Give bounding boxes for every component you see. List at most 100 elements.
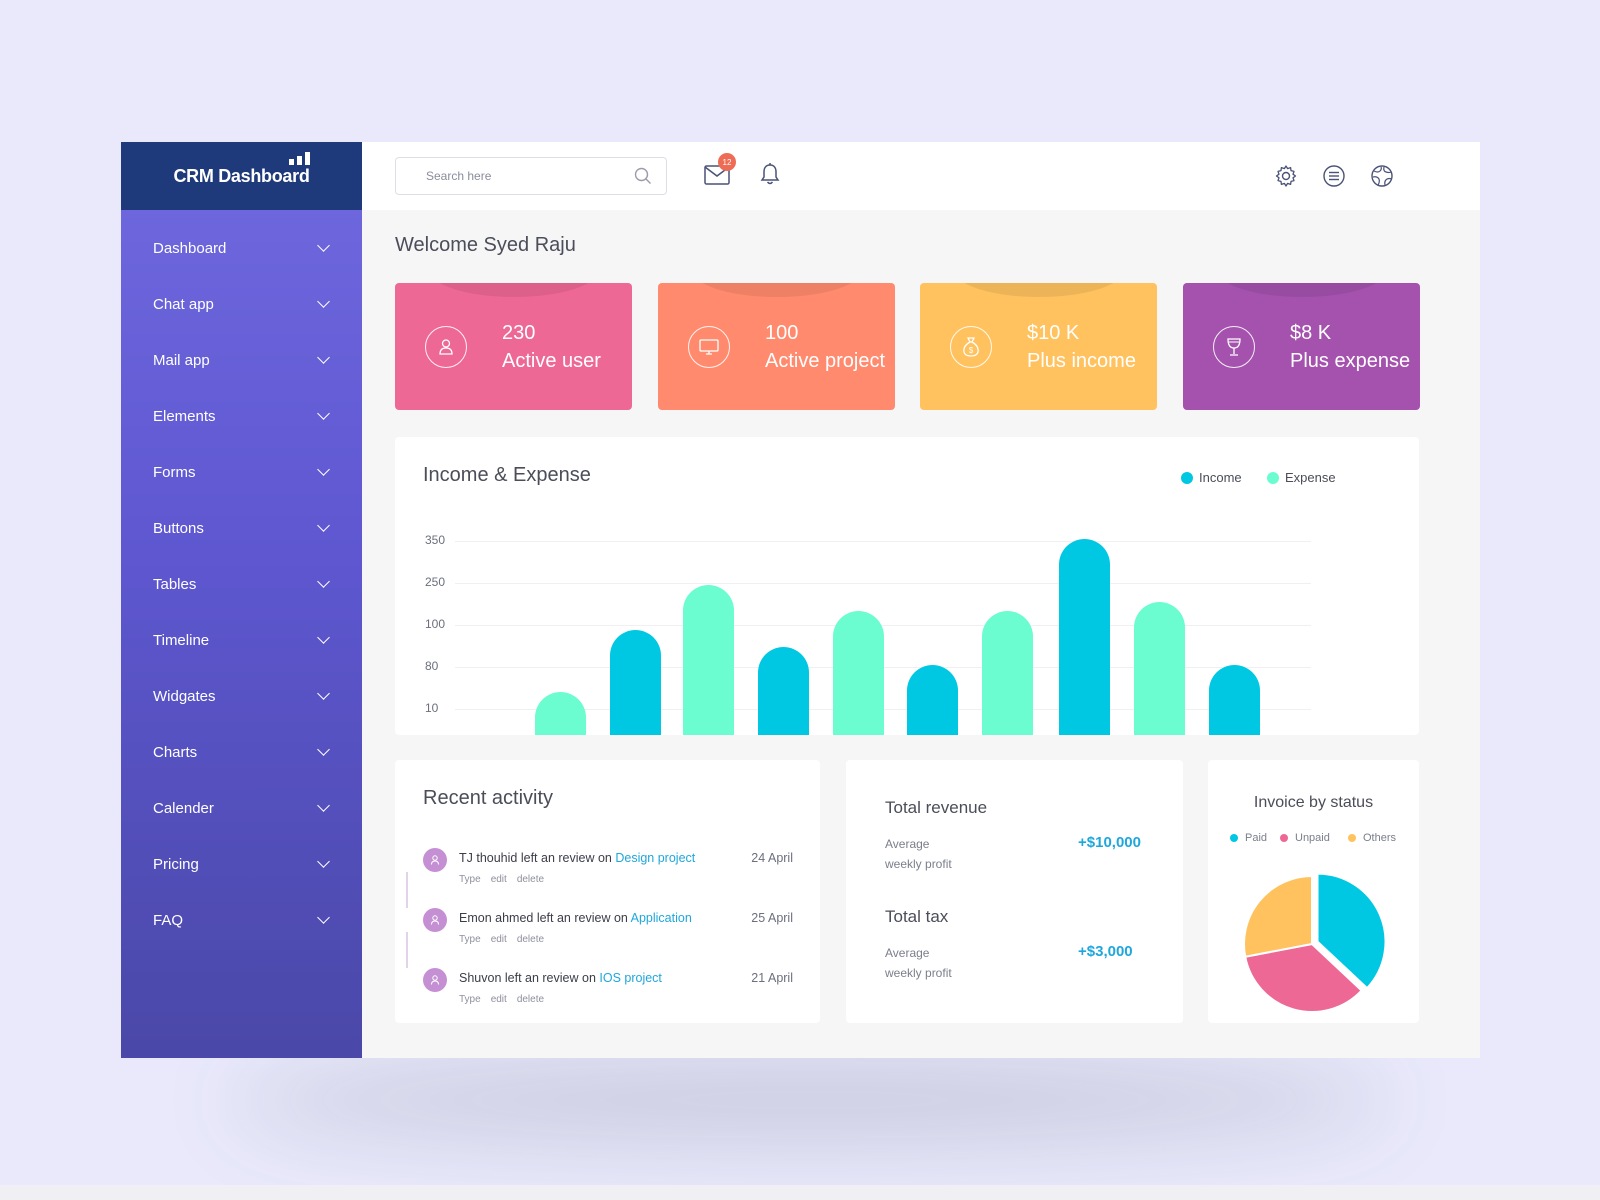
- mail-button[interactable]: 12: [704, 153, 736, 190]
- delete-action[interactable]: delete: [516, 934, 545, 945]
- activity-link[interactable]: Application: [630, 911, 692, 925]
- sidebar-item-label: Charts: [153, 743, 198, 761]
- edit-action[interactable]: edit: [490, 874, 507, 885]
- activity-message: Emon ahmed left an review on Application: [459, 911, 692, 925]
- total-revenue-sub: Average weekly profit: [885, 834, 952, 874]
- sidebar-nav: Dashboard Chat app Mail app Elements For…: [121, 210, 362, 948]
- sidebar-item-tables[interactable]: Tables: [121, 556, 362, 612]
- total-revenue-sub-line: weekly profit: [885, 857, 952, 871]
- pie-slice-others[interactable]: [1243, 874, 1313, 958]
- search-icon[interactable]: [634, 167, 652, 185]
- bell-icon: [760, 163, 780, 185]
- backdrop-strip: [0, 1185, 1600, 1200]
- notifications-button[interactable]: [760, 162, 780, 191]
- total-tax-label: Total tax: [885, 907, 949, 926]
- sidebar-item-label: Dashboard: [153, 239, 227, 257]
- sidebar-item-chat-app[interactable]: Chat app: [121, 276, 362, 332]
- pie-slice-paid[interactable]: [1316, 872, 1387, 990]
- sidebar-item-timeline[interactable]: Timeline: [121, 612, 362, 668]
- bar-expense[interactable]: [833, 611, 884, 735]
- invoice-pie-chart: [1243, 872, 1387, 1013]
- legend-others: Others: [1348, 832, 1396, 844]
- activity-text: Emon ahmed left an review on: [459, 911, 631, 925]
- revenue-panel: Total revenue Average weekly profit +$10…: [846, 760, 1183, 1023]
- type-action[interactable]: Type: [459, 934, 481, 945]
- stat-value: 100: [765, 321, 799, 344]
- crm-window: CRM Dashboard Dashboard Chat app Mail ap…: [121, 142, 1480, 1058]
- sidebar-item-forms[interactable]: Forms: [121, 444, 362, 500]
- type-action[interactable]: Type: [459, 994, 481, 1005]
- stat-card-active-user[interactable]: 230 Active user: [395, 283, 632, 410]
- globe-icon: [1371, 165, 1393, 187]
- sidebar-item-label: Chat app: [153, 295, 214, 313]
- delete-action[interactable]: delete: [516, 994, 545, 1005]
- legend-income: Income: [1181, 470, 1242, 485]
- sidebar-item-widgates[interactable]: Widgates: [121, 668, 362, 724]
- chevron-down-icon: [317, 575, 330, 588]
- language-button[interactable]: [1370, 164, 1394, 193]
- activity-actions: Type edit delete: [459, 994, 554, 1005]
- sidebar-item-dashboard[interactable]: Dashboard: [121, 220, 362, 276]
- type-action[interactable]: Type: [459, 874, 481, 885]
- avatar-icon: [423, 968, 447, 992]
- stat-card-plus-expense[interactable]: $8 K Plus expense: [1183, 283, 1420, 410]
- brand: CRM Dashboard: [121, 142, 362, 210]
- activity-text: TJ thouhid left an review on: [459, 851, 616, 865]
- delete-action[interactable]: delete: [516, 874, 545, 885]
- gear-icon: [1275, 165, 1297, 187]
- y-tick-label: 100: [425, 617, 446, 631]
- settings-button[interactable]: [1274, 164, 1298, 193]
- edit-action[interactable]: edit: [490, 994, 507, 1005]
- topbar: 12: [362, 142, 1480, 210]
- bar-expense[interactable]: [535, 692, 586, 735]
- menu-button[interactable]: [1322, 164, 1346, 193]
- bar-expense[interactable]: [982, 611, 1033, 735]
- main-content: 12: [362, 142, 1480, 1058]
- search-input[interactable]: [426, 169, 616, 183]
- bar-income[interactable]: [610, 630, 661, 735]
- invoice-panel: Invoice by status Paid Unpaid Others: [1208, 760, 1419, 1023]
- sidebar-item-charts[interactable]: Charts: [121, 724, 362, 780]
- stat-card-plus-income[interactable]: $ $10 K Plus income: [920, 283, 1157, 410]
- sidebar-item-label: Mail app: [153, 351, 210, 369]
- mail-badge: 12: [718, 153, 736, 171]
- gridline: [455, 625, 1311, 626]
- legend-label-others: Others: [1363, 832, 1397, 844]
- sidebar-item-label: FAQ: [153, 911, 184, 929]
- activity-link[interactable]: IOS project: [599, 971, 662, 985]
- sidebar-item-label: Tables: [153, 575, 197, 593]
- sidebar: CRM Dashboard Dashboard Chat app Mail ap…: [121, 142, 362, 1058]
- sidebar-item-faq[interactable]: FAQ: [121, 892, 362, 948]
- stat-card-active-project[interactable]: 100 Active project: [658, 283, 895, 410]
- sidebar-item-mail-app[interactable]: Mail app: [121, 332, 362, 388]
- sidebar-item-label: Forms: [153, 463, 196, 481]
- brand-title: CRM Dashboard: [173, 165, 310, 186]
- stat-label: Plus income: [1027, 349, 1136, 372]
- sidebar-item-pricing[interactable]: Pricing: [121, 836, 362, 892]
- pie-slice-unpaid[interactable]: [1244, 942, 1363, 1013]
- user-icon: [425, 325, 467, 368]
- bar-income[interactable]: [907, 665, 958, 735]
- sidebar-item-elements[interactable]: Elements: [121, 388, 362, 444]
- stat-text: $8 K Plus expense: [1290, 319, 1410, 375]
- bar-income[interactable]: [758, 647, 809, 735]
- y-tick-label: 80: [425, 659, 439, 673]
- timeline-line: [406, 872, 408, 908]
- activity-actions: Type edit delete: [459, 874, 554, 885]
- bar-income[interactable]: [1209, 665, 1260, 735]
- activity-link[interactable]: Design project: [615, 851, 696, 865]
- activity-date: 25 April: [751, 911, 793, 925]
- edit-action[interactable]: edit: [490, 934, 507, 945]
- sidebar-item-buttons[interactable]: Buttons: [121, 500, 362, 556]
- recent-activity-panel: Recent activity TJ thouhid left an revie…: [395, 760, 820, 1023]
- menu-icon: [1323, 165, 1345, 187]
- stat-label: Plus expense: [1290, 349, 1411, 372]
- activity-message: TJ thouhid left an review on Design proj…: [459, 851, 695, 865]
- sidebar-item-calender[interactable]: Calender: [121, 780, 362, 836]
- stat-value: 230: [502, 321, 536, 344]
- bar-income[interactable]: [1059, 539, 1110, 735]
- bar-expense[interactable]: [1134, 602, 1185, 735]
- bar-expense[interactable]: [683, 585, 734, 735]
- invoice-title: Invoice by status: [1253, 794, 1374, 811]
- search-box[interactable]: [395, 157, 667, 195]
